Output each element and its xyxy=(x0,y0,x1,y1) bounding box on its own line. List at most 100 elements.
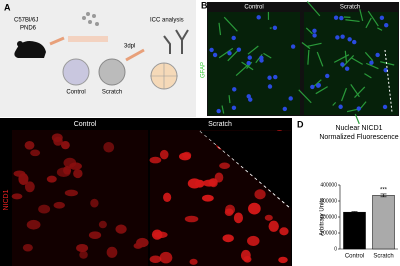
fiber xyxy=(223,16,238,32)
nucleus xyxy=(214,172,224,183)
scratch-line xyxy=(199,130,291,209)
bar xyxy=(372,195,395,250)
nucleus xyxy=(256,15,261,20)
nucleus xyxy=(232,87,237,92)
nucleus xyxy=(264,214,273,221)
y-tick-label: 0 xyxy=(334,246,337,252)
fiber xyxy=(316,51,324,67)
fiber xyxy=(350,84,360,98)
nucleus xyxy=(384,22,389,28)
nucleus xyxy=(338,104,343,109)
dish xyxy=(98,58,126,86)
nucleus xyxy=(267,84,273,89)
nucleus xyxy=(189,258,198,265)
fiber xyxy=(332,101,337,106)
fiber xyxy=(306,1,321,17)
nucleus xyxy=(219,162,231,169)
nucleus xyxy=(38,204,51,214)
fiber xyxy=(354,86,366,98)
nucleus xyxy=(347,37,352,42)
analysis: ICC analysis xyxy=(150,18,184,24)
nucleus xyxy=(182,151,192,159)
antibody xyxy=(163,29,189,54)
fiber xyxy=(221,105,225,114)
nucleus xyxy=(46,175,57,183)
y-tick-label: 200000 xyxy=(320,214,337,220)
y-axis-label: Arbitrary Units xyxy=(320,198,326,236)
nucleus xyxy=(212,52,218,58)
nucleus xyxy=(22,243,33,252)
nucleus xyxy=(248,97,253,102)
error-bar xyxy=(351,211,358,214)
fiber xyxy=(218,22,222,36)
column-label: Control xyxy=(244,5,263,11)
nucleus xyxy=(159,251,173,264)
chart-title: Nuclear NICD1 Normalized Fluorescence xyxy=(319,125,399,141)
grid xyxy=(150,63,178,89)
fiber xyxy=(228,95,231,104)
fiber xyxy=(307,49,310,65)
fiber xyxy=(247,45,259,55)
nucleus xyxy=(340,34,345,39)
column-label: Scratch xyxy=(340,5,360,11)
nucleus xyxy=(254,189,266,200)
nucleus xyxy=(356,106,361,111)
fiber xyxy=(365,17,372,29)
nucleus xyxy=(24,181,35,193)
nucleus xyxy=(79,250,88,259)
nucleus xyxy=(136,237,149,248)
nucleus xyxy=(149,255,162,263)
panel-a-bg xyxy=(0,0,196,117)
nucleus xyxy=(24,141,35,150)
scratch-area xyxy=(200,131,291,208)
fiber xyxy=(364,73,372,79)
arrow xyxy=(49,36,65,46)
fiber xyxy=(359,9,364,22)
nucleus xyxy=(246,94,251,99)
x-tick-label: Scratch xyxy=(373,254,393,260)
stain-label: GFAP xyxy=(201,62,207,78)
nucleus xyxy=(194,179,205,188)
nucleus xyxy=(375,52,380,58)
fiber xyxy=(346,108,359,113)
nucleus xyxy=(51,133,63,143)
nucleus xyxy=(290,44,296,49)
gfap-images xyxy=(208,1,398,125)
fiber xyxy=(344,50,348,64)
fiber xyxy=(315,86,328,95)
fiber xyxy=(235,63,250,76)
nucleus xyxy=(272,25,278,30)
panel-label: A xyxy=(4,2,11,12)
nucleus xyxy=(90,198,99,208)
nucleus xyxy=(339,15,344,21)
nucleus xyxy=(231,105,237,110)
fiber xyxy=(218,47,234,59)
nucleus xyxy=(231,35,236,41)
nicd1-images xyxy=(11,130,291,266)
nucleus xyxy=(278,256,288,264)
nucleus xyxy=(335,35,340,40)
nucleus xyxy=(233,212,244,224)
nucleus xyxy=(267,75,272,80)
nucleus xyxy=(325,73,330,79)
image xyxy=(304,12,398,115)
nucleus xyxy=(282,106,288,112)
dish-label: Scratch xyxy=(102,90,122,96)
nucleus xyxy=(201,194,214,202)
nucleus xyxy=(153,231,168,239)
nucleus xyxy=(268,220,279,232)
nucleus xyxy=(236,47,242,52)
fiber xyxy=(365,62,379,70)
fiber xyxy=(354,113,360,125)
fiber xyxy=(307,42,322,47)
fiber xyxy=(341,87,347,102)
nucleus xyxy=(222,234,234,243)
nucleus xyxy=(344,66,350,71)
nucleus xyxy=(103,141,115,153)
nucleus xyxy=(53,201,65,209)
column-label: Scratch xyxy=(208,121,232,128)
nucleus xyxy=(247,235,260,246)
fiber xyxy=(380,61,395,66)
y-tick-label: 400000 xyxy=(320,182,337,188)
fiber xyxy=(305,27,313,35)
